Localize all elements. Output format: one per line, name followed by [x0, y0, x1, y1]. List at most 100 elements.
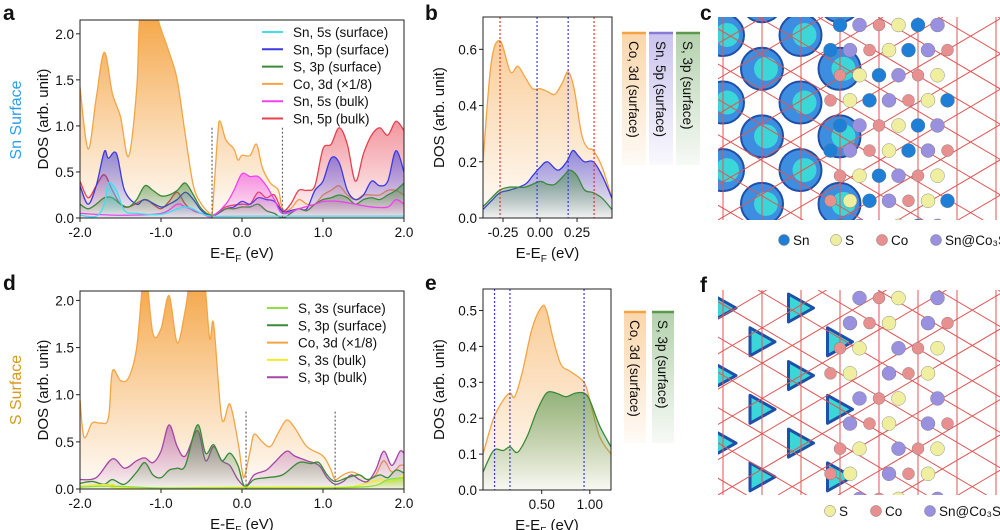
legend-entry: Sn, 5s (surface)	[293, 25, 388, 40]
atom	[940, 193, 955, 209]
x-tick-label: 0.0	[233, 225, 252, 240]
atom	[823, 143, 838, 158]
x-axis-label: E-EF (eV)	[210, 516, 274, 530]
atom	[855, 218, 864, 220]
legend-entry: Sn, 5s (bulk)	[293, 94, 369, 109]
series-area-d-0	[80, 291, 404, 489]
legend-entry: Co, 3d (×1/8)	[293, 77, 372, 92]
y-tick-label: 1.5	[55, 341, 74, 356]
legend-box	[652, 312, 674, 443]
atom	[877, 219, 881, 220]
atom	[852, 341, 867, 356]
structure-legend-entry: Sn@Co₃Sn	[945, 233, 1000, 248]
atom	[852, 17, 867, 33]
series-line-b-0	[483, 39, 612, 199]
atom	[930, 118, 945, 133]
atom	[920, 193, 936, 209]
y-tick-label: 0.0	[458, 211, 477, 226]
atom	[920, 366, 936, 381]
atom	[833, 69, 847, 82]
legend-box	[676, 33, 700, 165]
legend-entry: S, 3p (surface)	[655, 320, 670, 409]
structure-legend-entry: Co	[891, 233, 908, 248]
structure-legend-entry: Sn@Co₃Sn	[939, 504, 1000, 519]
atom	[863, 316, 876, 330]
y-tick-label: 2.0	[55, 27, 74, 42]
atom	[853, 491, 866, 495]
atom	[842, 366, 858, 381]
atom	[872, 119, 886, 132]
atom	[901, 143, 916, 158]
atom	[824, 467, 837, 481]
legend-entry: Co, 3d (×1/8)	[298, 336, 377, 351]
atom	[930, 290, 945, 306]
y-tick-label: 0.0	[55, 482, 74, 497]
atom	[930, 168, 945, 183]
x-tick-label: 1.0	[314, 225, 333, 240]
y-tick-label: 0.1	[458, 447, 477, 462]
atom	[941, 144, 954, 157]
atom	[852, 290, 867, 306]
chart-b: -0.25 0.00 0.25 0.0 0.2 0.4 0.6 E-EF (eV) DOS (a…	[431, 16, 700, 265]
legend-box	[649, 33, 673, 165]
structure-legend-entry: Sn	[793, 233, 810, 248]
legend-box	[624, 312, 646, 443]
y-tick-label: 0.5	[458, 304, 477, 319]
atom	[911, 69, 925, 82]
legend-atom-icon	[830, 234, 842, 246]
atom	[920, 143, 936, 158]
panel-label-e: e	[425, 272, 437, 295]
atom	[881, 42, 897, 58]
series-area-d-4	[80, 477, 404, 489]
series-line-b-2	[483, 169, 612, 210]
atom	[891, 68, 906, 83]
atom	[902, 367, 915, 380]
series-area-a-0	[80, 20, 404, 218]
structure-legend-entry: S	[839, 504, 848, 519]
legend-entry: S, 3p (surface)	[298, 318, 387, 333]
legend-entry: S, 3s (bulk)	[298, 353, 366, 368]
atom	[881, 466, 897, 482]
y-axis-label: DOS (arb. unit)	[431, 339, 448, 440]
structure-legend-entry: Co	[885, 504, 902, 519]
panel-label-b: b	[425, 2, 438, 25]
legend-entry: S, 3p (surface)	[293, 60, 382, 75]
atom	[891, 391, 906, 406]
y-axis-label: DOS (arb. unit)	[35, 69, 52, 170]
atom	[881, 315, 897, 331]
y-tick-label: 0.4	[458, 99, 477, 114]
y-axis-label: DOS (arb. unit)	[35, 340, 52, 441]
structure-f	[718, 290, 1000, 495]
legend-entry: Co, 3d (surface)	[627, 320, 642, 417]
legend-entry: S, 3s (surface)	[298, 301, 386, 316]
plot-frame	[482, 16, 613, 219]
atom	[863, 144, 876, 157]
atom	[894, 218, 903, 220]
atom	[920, 416, 936, 431]
series-area-e-1	[483, 391, 611, 490]
atom	[852, 168, 867, 183]
legend-atom-icon	[778, 234, 790, 246]
y-axis-label: DOS (arb. unit)	[431, 67, 448, 168]
series-line-e-1	[483, 390, 611, 473]
panel-label-a: a	[3, 2, 15, 25]
atom	[941, 43, 954, 57]
series-area-a-5	[80, 182, 404, 218]
y-tick-label: 0.2	[458, 411, 477, 426]
atom	[891, 168, 906, 183]
chart-d: -2.0 -1.0 0.0 1.0 2.0 0.0 0.5 1.0 1.5 2.0 E-EF (eV…	[35, 290, 413, 530]
legend-entry: S, 3p (surface)	[680, 41, 695, 130]
y-tick-label: 0.0	[458, 483, 477, 498]
atom	[881, 93, 897, 108]
chart-a: -2.0 -1.0 0.0 1.0 2.0 0.0 0.5 1.0 1.5 2.0 E-EF (eV…	[35, 19, 413, 265]
atom	[910, 17, 926, 33]
atom	[835, 218, 845, 220]
atom	[891, 290, 906, 306]
y-tick-label: 1.0	[55, 119, 74, 134]
atom	[941, 417, 954, 430]
x-tick-label: -2.0	[68, 225, 91, 240]
legend-entry: Sn, 5p (surface)	[653, 41, 668, 137]
plot-frame	[482, 288, 612, 491]
side-label-s-surface: S Surface	[8, 355, 25, 425]
y-tick-label: 2.0	[55, 293, 74, 308]
